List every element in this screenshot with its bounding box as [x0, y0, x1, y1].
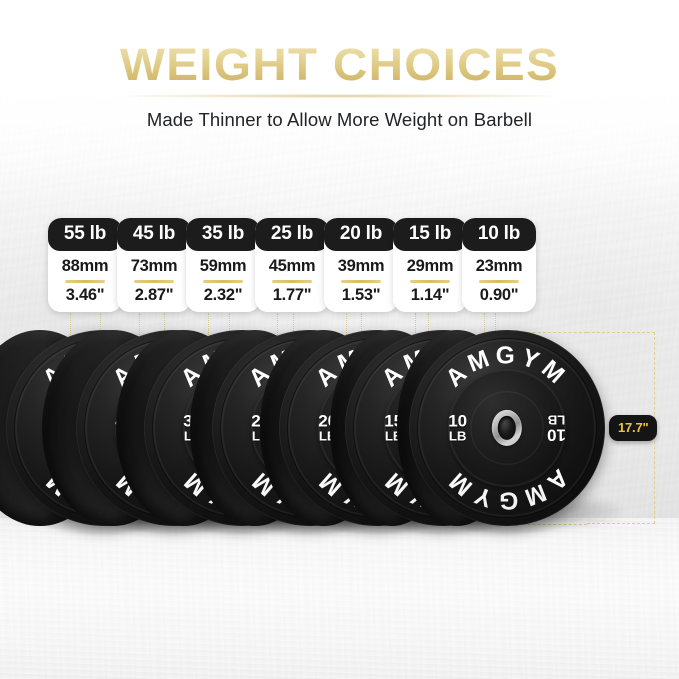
- floor-texture: [0, 518, 679, 679]
- spec-card-thickness-mm: 88mm: [61, 257, 109, 275]
- spec-card-divider: [134, 280, 174, 283]
- spec-card-thickness-mm: 29mm: [406, 257, 454, 275]
- spec-card-weight: 10 lb: [462, 218, 536, 251]
- spec-card-body: 73mm 2.87": [117, 251, 191, 312]
- spec-card-thickness-inch: 1.14": [410, 286, 450, 304]
- spec-card-weight: 25 lb: [255, 218, 329, 251]
- spec-card-body: 23mm 0.90": [462, 251, 536, 312]
- spec-card-divider: [65, 280, 105, 283]
- plate-hub: [491, 409, 523, 447]
- spec-card-row: 55 lb 88mm 3.46" 45 lb 73mm 2.87" 35 lb 59mm 2.3…: [0, 218, 679, 313]
- spec-card: 25 lb 45mm 1.77": [255, 218, 329, 312]
- page-title: WEIGHT CHOICES: [0, 42, 679, 87]
- spec-card-thickness-inch: 2.32": [203, 286, 243, 304]
- spec-card: 20 lb 39mm 1.53": [324, 218, 398, 312]
- plate-stack: AMGYMAMGYM55LB55LBAMGYMAMGYM45LB45LBAMGY…: [0, 330, 679, 550]
- spec-card-divider: [272, 280, 312, 283]
- spec-card-thickness-inch: 2.87": [134, 286, 174, 304]
- spec-card-divider: [410, 280, 450, 283]
- spec-card-divider: [203, 280, 243, 283]
- spec-card-body: 45mm 1.77": [255, 251, 329, 312]
- spec-card-body: 88mm 3.46": [48, 251, 122, 312]
- spec-card-thickness-inch: 1.77": [272, 286, 312, 304]
- plate-weight-unit: LB: [547, 412, 566, 428]
- spec-card-body: 59mm 2.32": [186, 251, 260, 312]
- spec-card-thickness-mm: 23mm: [475, 257, 523, 275]
- plate-weight-number: 10: [448, 411, 468, 431]
- spec-card-thickness-mm: 59mm: [199, 257, 247, 275]
- page-subtitle: Made Thinner to Allow More Weight on Bar…: [146, 109, 533, 130]
- spec-card-thickness-mm: 73mm: [130, 257, 178, 275]
- spec-card: 45 lb 73mm 2.87": [117, 218, 191, 312]
- spec-card: 10 lb 23mm 0.90": [462, 218, 536, 312]
- header: WEIGHT CHOICES Made Thinner to Allow Mor…: [0, 0, 679, 131]
- spec-card-body: 29mm 1.14": [393, 251, 467, 312]
- plate-weight-unit: LB: [448, 428, 467, 444]
- plate-weight-label-right: 10 LB: [546, 412, 566, 445]
- diameter-tick-bottom: [517, 524, 587, 525]
- spec-card: 15 lb 29mm 1.14": [393, 218, 467, 312]
- spec-card-weight: 45 lb: [117, 218, 191, 251]
- plate-face: AMGYMAMGYM10LB10LB: [409, 330, 605, 526]
- spec-card: 35 lb 59mm 2.32": [186, 218, 260, 312]
- spec-card-thickness-inch: 0.90": [479, 286, 519, 304]
- spec-card: 55 lb 88mm 3.46": [48, 218, 122, 312]
- spec-card-weight: 15 lb: [393, 218, 467, 251]
- spec-card-thickness-mm: 39mm: [337, 257, 385, 275]
- spec-card-thickness-inch: 3.46": [65, 286, 105, 304]
- wall-top-fade: [0, 0, 679, 210]
- spec-card-thickness-mm: 45mm: [268, 257, 316, 275]
- spec-card-body: 39mm 1.53": [324, 251, 398, 312]
- plate-brand-text: AMGYMAMGYM: [441, 342, 569, 514]
- background-floor: [0, 518, 679, 679]
- spec-card-weight: 20 lb: [324, 218, 398, 251]
- diameter-badge: 17.7": [609, 415, 658, 441]
- plate-bore: [497, 415, 517, 441]
- plate-reflection: [409, 451, 605, 534]
- spec-card-weight: 35 lb: [186, 218, 260, 251]
- spec-card-divider: [479, 280, 519, 283]
- diameter-tick-top: [517, 332, 587, 333]
- spec-card-divider: [341, 280, 381, 283]
- plate-weight-number: 10: [546, 425, 566, 445]
- spec-card-weight: 55 lb: [48, 218, 122, 251]
- title-underline-glow: [124, 94, 555, 98]
- spec-card-thickness-inch: 1.53": [341, 286, 381, 304]
- plate-weight-label-left: 10 LB: [448, 411, 468, 444]
